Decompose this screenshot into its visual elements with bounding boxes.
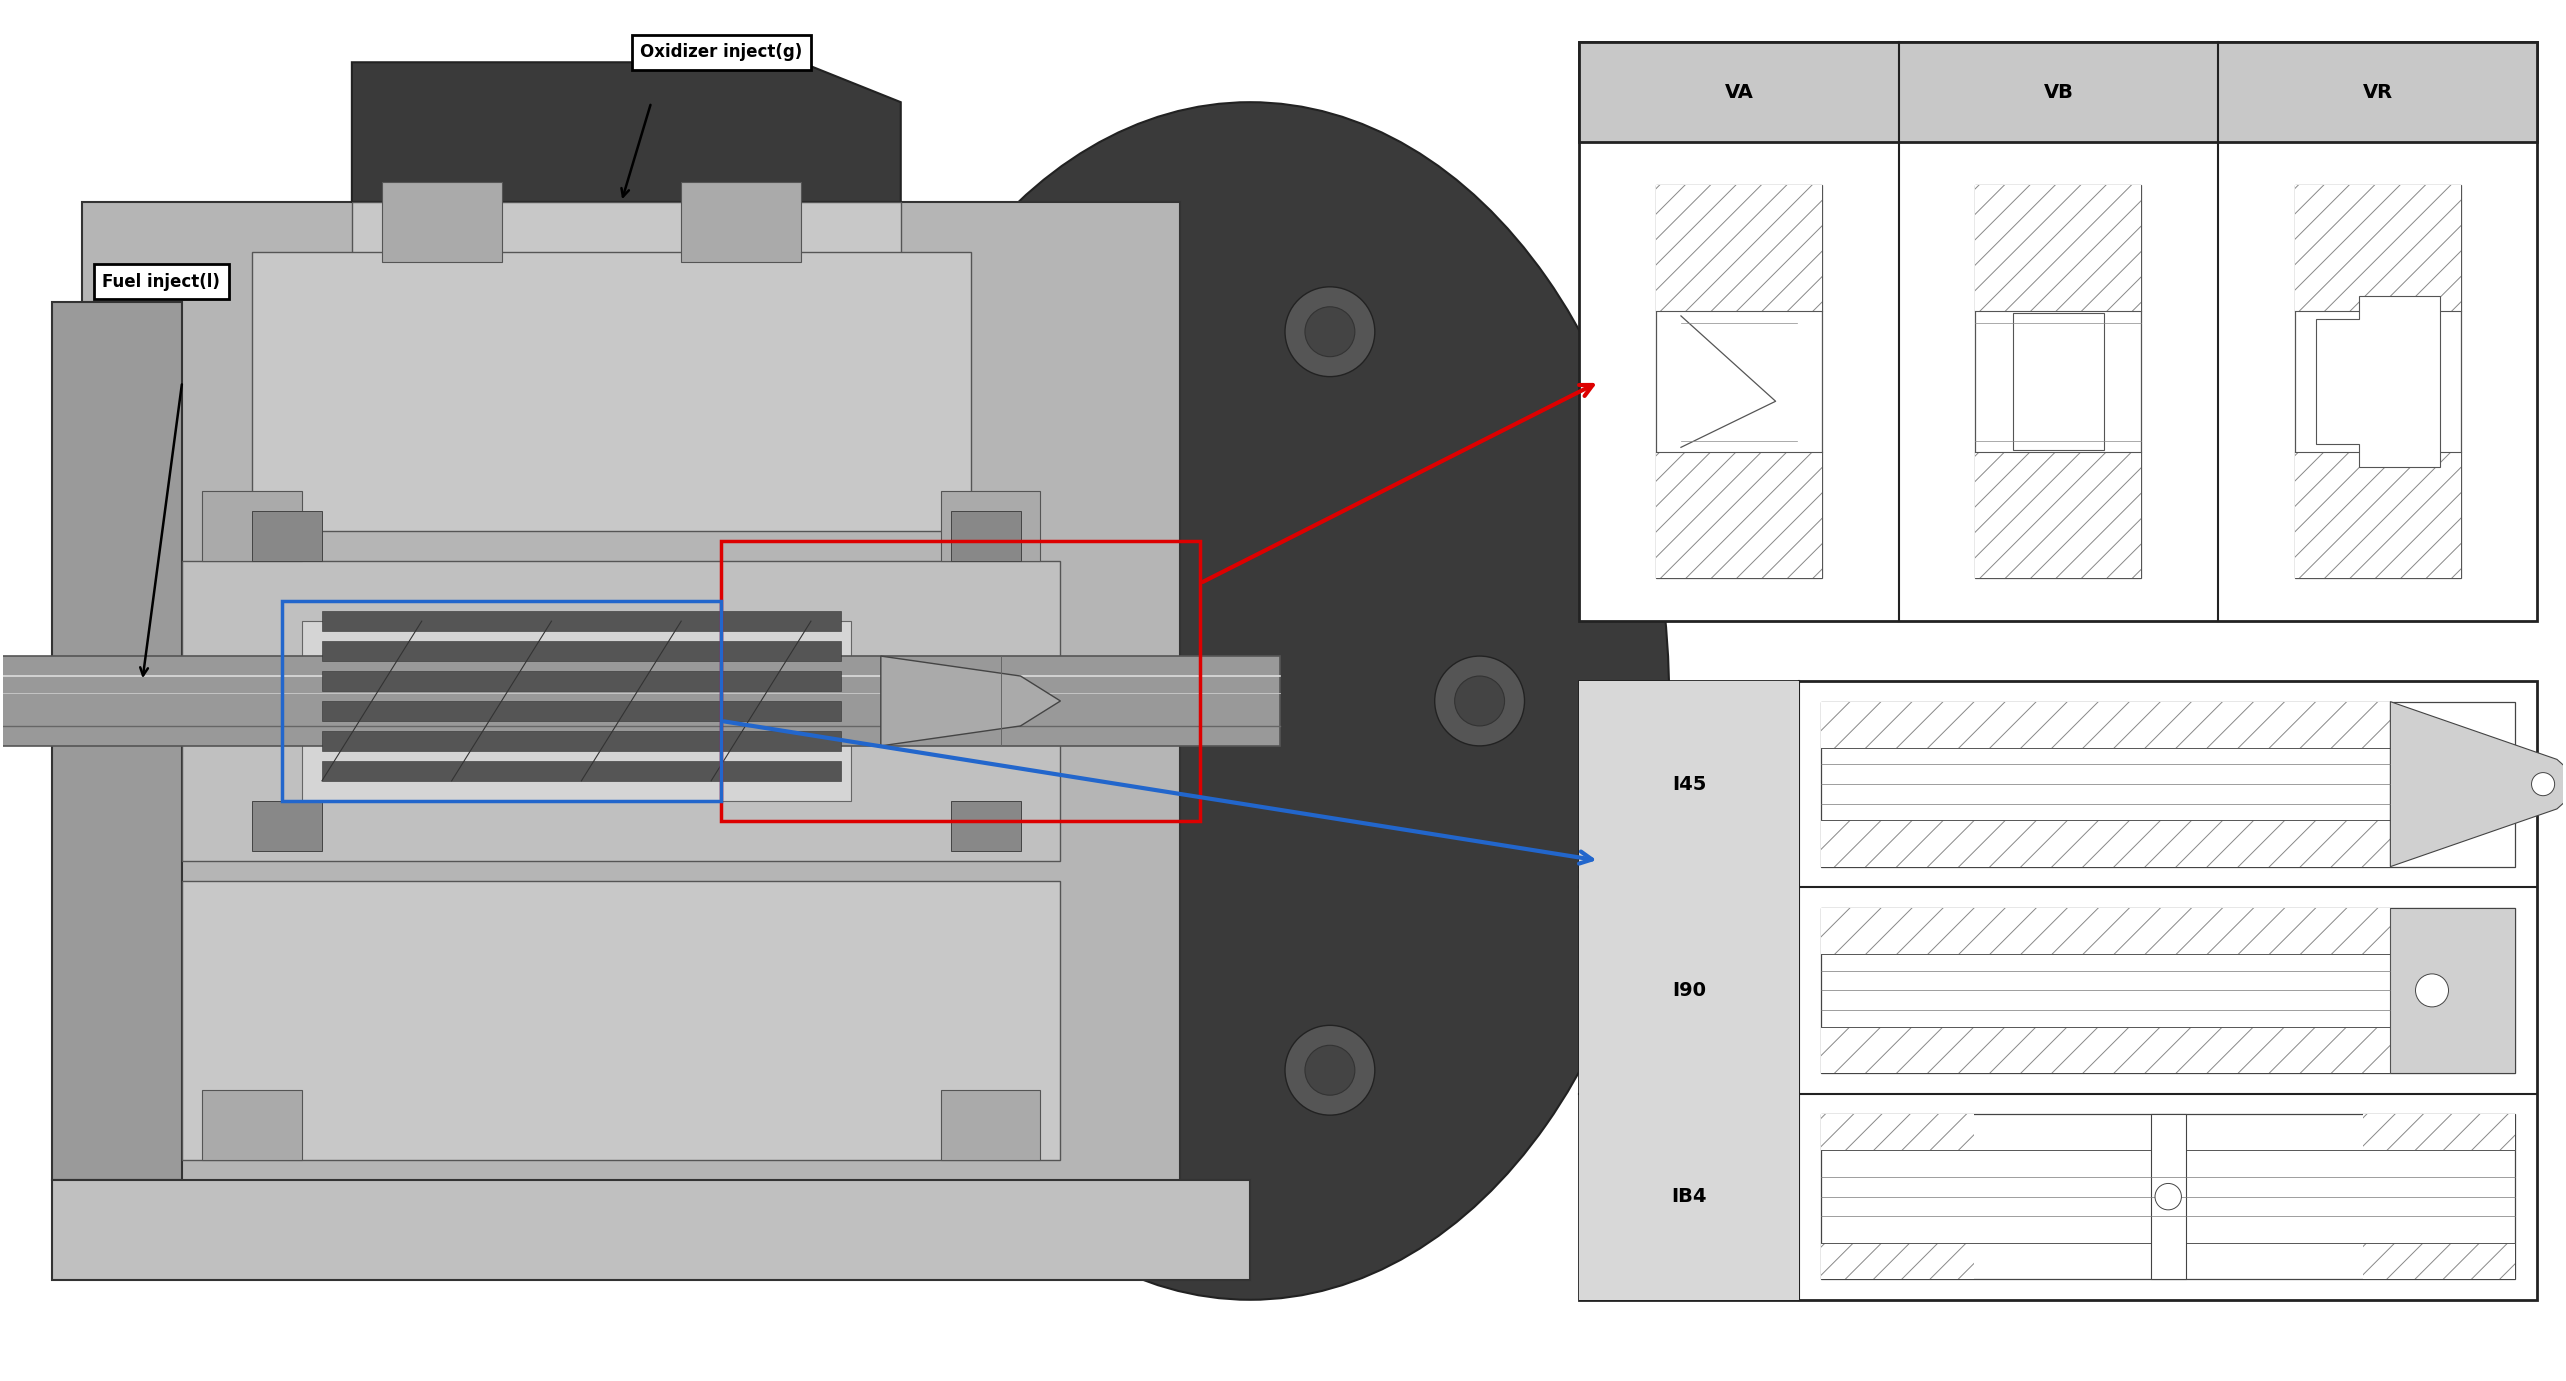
Bar [1976, 453, 2143, 579]
Bar [1822, 1114, 2515, 1279]
Bar [1655, 453, 1822, 579]
Bar [1581, 43, 2538, 142]
Bar [2363, 1243, 2515, 1279]
Bar [949, 801, 1021, 851]
Bar [1976, 185, 2143, 311]
Bar [2294, 185, 2461, 311]
Polygon shape [51, 1179, 1250, 1280]
Polygon shape [2315, 296, 2440, 467]
Bar [303, 621, 852, 801]
Polygon shape [51, 302, 182, 1179]
Text: Fuel inject(l): Fuel inject(l) [103, 273, 221, 291]
Bar [0, 656, 1280, 746]
Bar [1976, 185, 2143, 311]
Bar [1581, 1094, 1799, 1300]
Bar [942, 492, 1039, 561]
Polygon shape [352, 202, 901, 262]
Bar [1822, 1243, 1973, 1279]
Ellipse shape [1286, 287, 1375, 377]
Text: I90: I90 [1673, 981, 1706, 1000]
Bar [1976, 453, 2143, 579]
Bar [1581, 887, 1799, 1094]
Bar [942, 1090, 1039, 1160]
Bar [251, 251, 970, 532]
Bar [1822, 907, 2392, 954]
Polygon shape [880, 656, 1060, 746]
Bar [203, 1090, 303, 1160]
Circle shape [2415, 974, 2448, 1007]
Bar [1822, 907, 2392, 954]
Bar [1822, 820, 2392, 867]
Bar [721, 541, 1201, 820]
Text: I45: I45 [1673, 775, 1706, 794]
Bar [382, 182, 500, 262]
Bar [321, 731, 842, 751]
Text: Oxidizer inject(g): Oxidizer inject(g) [639, 43, 803, 61]
Bar [1581, 681, 1799, 887]
Bar [321, 761, 842, 780]
Bar [282, 601, 721, 801]
Bar [1822, 1026, 2392, 1073]
Bar [2363, 1114, 2515, 1150]
Text: VA: VA [1724, 83, 1753, 102]
Bar [1822, 820, 2392, 867]
Bar [2294, 453, 2461, 579]
Polygon shape [352, 62, 901, 202]
Bar [2392, 907, 2515, 1073]
Circle shape [2533, 772, 2556, 795]
Bar [2150, 1114, 2186, 1279]
Bar [1822, 702, 2392, 749]
Bar [680, 182, 801, 262]
Bar [182, 881, 1060, 1160]
Text: IB4: IB4 [1670, 1188, 1706, 1206]
Bar [1976, 185, 2143, 579]
Bar [182, 561, 1060, 860]
Bar [321, 612, 842, 631]
Bar [203, 492, 303, 561]
Text: VR: VR [2363, 83, 2394, 102]
Polygon shape [82, 202, 1180, 1259]
Bar [1655, 185, 1822, 579]
Bar [251, 801, 321, 851]
Bar [321, 702, 842, 721]
Bar [2363, 1114, 2515, 1150]
Bar [2363, 1243, 2515, 1279]
Ellipse shape [1286, 1025, 1375, 1114]
Ellipse shape [1306, 1045, 1355, 1095]
Bar [321, 671, 842, 690]
Bar [251, 511, 321, 561]
Polygon shape [2392, 702, 2566, 867]
Bar [1655, 185, 1822, 311]
Ellipse shape [1434, 656, 1524, 746]
Bar [2294, 453, 2461, 579]
Bar [1822, 1114, 1973, 1150]
Bar [1822, 702, 2515, 867]
Bar [1822, 1243, 1973, 1279]
Ellipse shape [1306, 307, 1355, 356]
Bar [2012, 313, 2104, 450]
Ellipse shape [831, 102, 1670, 1300]
Bar [1822, 702, 2392, 749]
Bar [1581, 681, 2538, 1300]
Bar [1822, 1114, 1973, 1150]
Ellipse shape [1455, 677, 1504, 726]
Bar [1655, 185, 1822, 311]
Bar [321, 641, 842, 661]
Bar [1655, 453, 1822, 579]
Bar [1822, 907, 2515, 1073]
Bar [2294, 185, 2461, 311]
Bar [2294, 185, 2461, 579]
Bar [1581, 43, 2538, 621]
Circle shape [2155, 1184, 2181, 1210]
Text: VB: VB [2043, 83, 2073, 102]
Bar [1822, 1026, 2392, 1073]
Bar [949, 511, 1021, 561]
